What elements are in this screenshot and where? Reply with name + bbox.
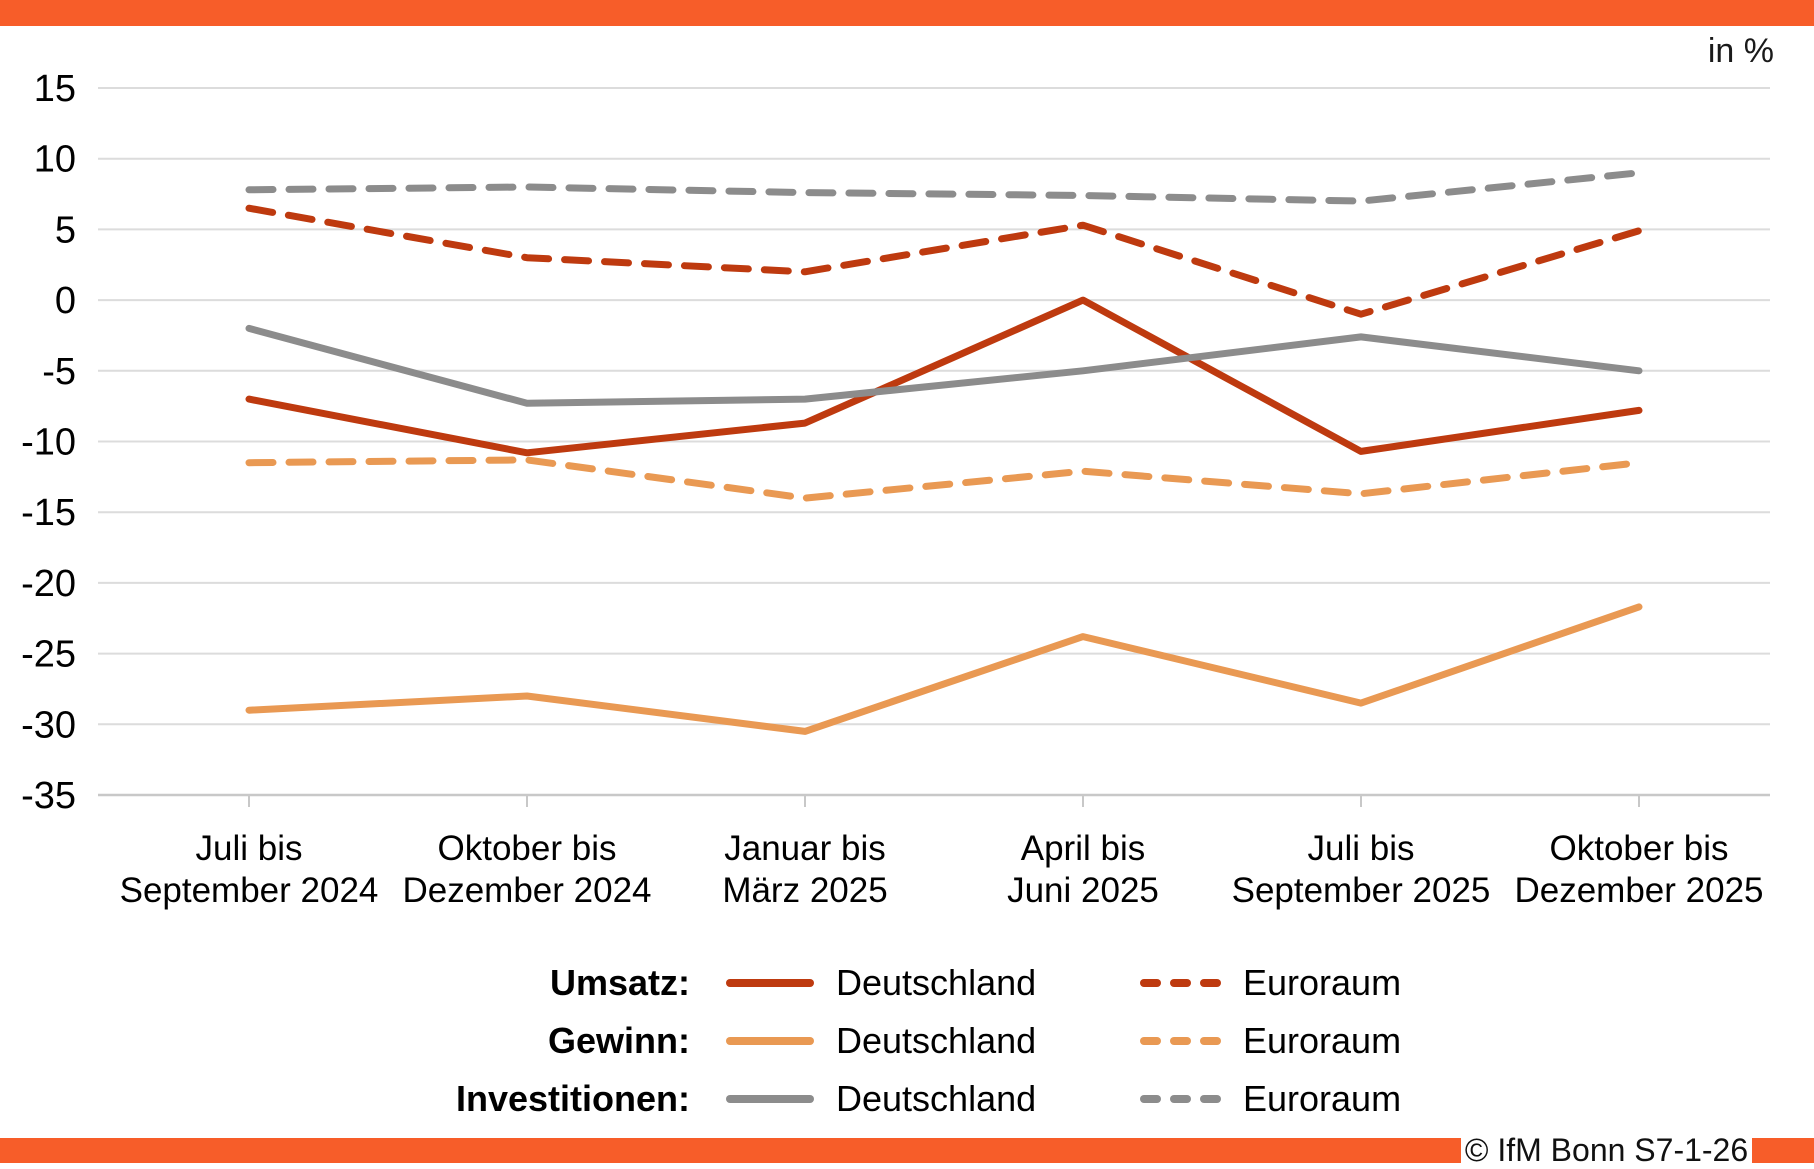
units-label: in % [1707, 32, 1774, 70]
series-investitionen-euroraum [245, 169, 1643, 205]
legend-deutschland-label: Deutschland [836, 1019, 1037, 1061]
bottom-accent-bar: © IfM Bonn S7-1-26 [0, 1132, 1814, 1168]
legend-solid-line-swatch [726, 978, 814, 987]
series-gewinn-euroraum [245, 456, 1643, 502]
y-axis-label: 15 [34, 68, 76, 110]
legend-row: Umsatz: Deutschland Euroraum [390, 960, 1401, 1005]
legend-dashed-line-swatch [1140, 978, 1221, 987]
x-axis-label: Oktober bis Dezember 2025 [1514, 829, 1763, 910]
x-axis-label: Juli bis September 2025 [1232, 829, 1491, 910]
x-axis-label: Januar bis März 2025 [722, 829, 887, 910]
bottom-bar-right-segment [1752, 1138, 1814, 1163]
series-gewinn-deutschland [245, 603, 1643, 735]
legend-group-label: Gewinn: [548, 1019, 690, 1061]
legend-dashed-line-swatch [1140, 1036, 1221, 1045]
x-axis-label: Juli bis September 2024 [120, 829, 379, 910]
legend-row: Gewinn: Deutschland Euroraum [390, 1018, 1401, 1063]
legend-euroraum-label: Euroraum [1243, 961, 1402, 1003]
legend-solid-line-swatch [726, 1036, 814, 1045]
legend-dashed-line-swatch [1140, 1094, 1221, 1103]
bottom-bar-left-segment [0, 1138, 1461, 1163]
y-axis-label: 0 [55, 280, 76, 322]
x-axis-label: April bis Juni 2025 [1007, 829, 1159, 910]
legend-deutschland-label: Deutschland [836, 1077, 1037, 1119]
legend-euroraum-label: Euroraum [1243, 1077, 1402, 1119]
y-axis-label: -25 [21, 634, 76, 676]
legend-euroraum-label: Euroraum [1243, 1019, 1402, 1061]
y-axis-label: 5 [55, 209, 76, 251]
y-axis-label: -30 [21, 704, 76, 746]
y-axis-label: -20 [21, 563, 76, 605]
legend-solid-line-swatch [726, 1094, 814, 1103]
x-axis-label: Oktober bis Dezember 2024 [402, 829, 651, 910]
line-chart: 15 10 5 0 -5 -10 -15 -20 -25 -30 -35 Juli bis Septem… [21, 68, 1770, 910]
y-axis-label: -15 [21, 492, 76, 534]
series-umsatz-euroraum [245, 204, 1643, 318]
y-axis-label: -5 [42, 351, 76, 393]
y-axis-label: -10 [21, 422, 76, 464]
top-accent-bar [0, 0, 1814, 26]
copyright-label: © IfM Bonn S7-1-26 [1464, 1132, 1749, 1168]
legend-deutschland-label: Deutschland [836, 961, 1037, 1003]
legend-row: Investitionen: Deutschland Euroraum [390, 1076, 1401, 1121]
series-investitionen-deutschland [245, 324, 1643, 407]
legend-group-label: Investitionen: [455, 1077, 690, 1119]
bottom-bar-gap: © IfM Bonn S7-1-26 [1461, 1132, 1752, 1168]
y-axis-label: -35 [21, 775, 76, 817]
chart-legend: Umsatz: Deutschland Euroraum Gewinn: Deutsch… [390, 960, 1401, 1121]
legend-group-label: Umsatz: [549, 961, 690, 1003]
series-umsatz-deutschland [245, 296, 1643, 457]
y-axis-label: 10 [34, 139, 76, 181]
